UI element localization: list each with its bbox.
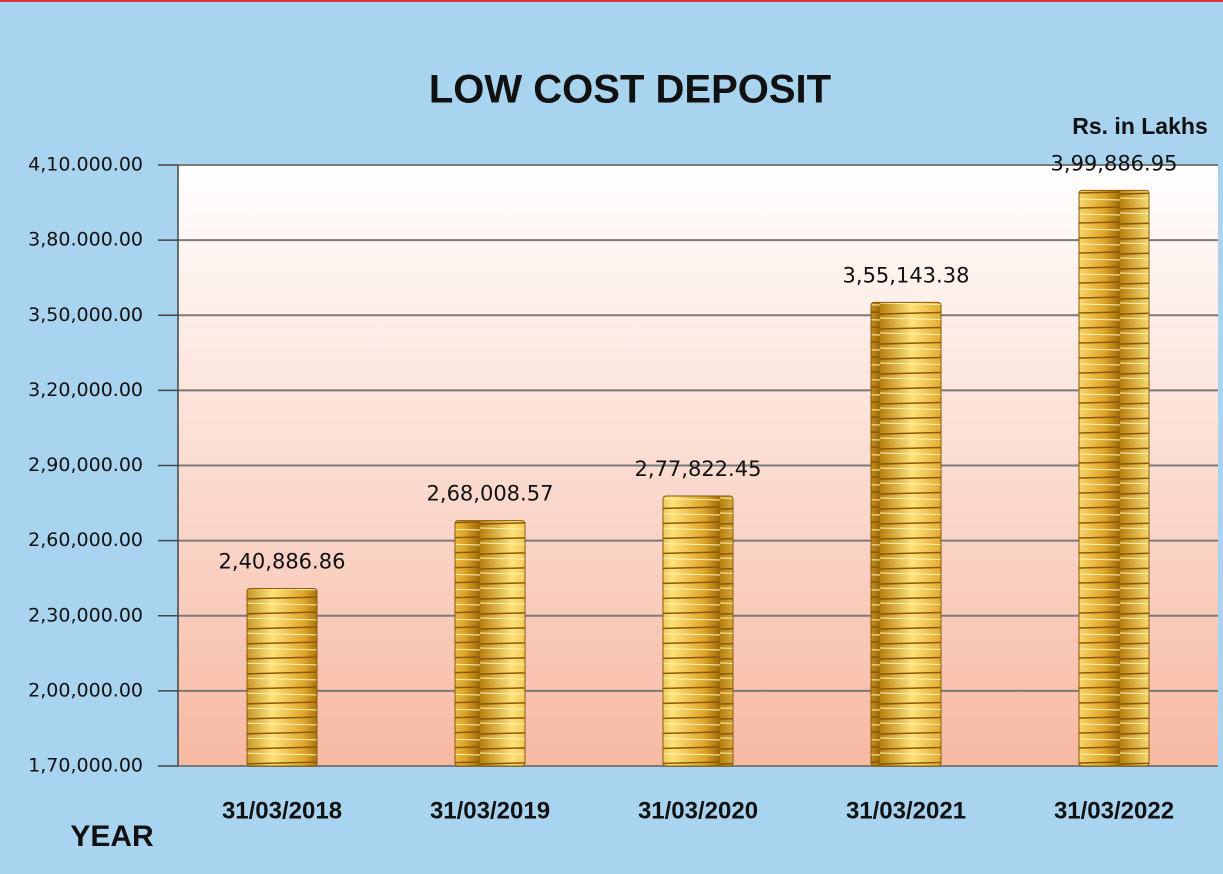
y-tick-label: 3,20,000.00: [28, 379, 143, 401]
bar: [871, 302, 941, 766]
chart-title: LOW COST DEPOSIT: [429, 68, 831, 112]
y-tick-label: 3,80.000.00: [28, 229, 143, 251]
y-tick-label: 2,30,000.00: [28, 604, 143, 626]
chart: LOW COST DEPOSIT Rs. in Lakhs YEAR 1,70,…: [0, 0, 1223, 874]
bar: [663, 496, 733, 766]
value-label: 3,99,886.95: [1051, 151, 1178, 175]
bar: [247, 588, 317, 766]
y-tick-label: 2,90,000.00: [28, 454, 143, 476]
x-tick-label: 31/03/2022: [1054, 797, 1174, 824]
y-tick-label: 1,70,000.00: [28, 755, 143, 777]
x-axis-label: YEAR: [70, 820, 154, 853]
x-tick-label: 31/03/2019: [430, 797, 550, 824]
value-label: 2,40,886.86: [219, 549, 346, 573]
value-label: 2,77,822.45: [635, 457, 762, 481]
y-tick-label: 4,10.000.00: [28, 154, 143, 176]
bar: [1079, 190, 1149, 766]
y-tick-label: 2,00,000.00: [28, 679, 143, 701]
x-tick-label: 31/03/2020: [638, 797, 758, 824]
value-label: 2,68,008.57: [427, 482, 554, 506]
x-tick-label: 31/03/2018: [222, 797, 342, 824]
x-tick-label: 31/03/2021: [846, 797, 966, 824]
unit-label: Rs. in Lakhs: [1072, 113, 1207, 139]
bar: [455, 521, 525, 766]
y-tick-label: 2,60,000.00: [28, 529, 143, 551]
y-tick-label: 3,50,000.00: [28, 304, 143, 326]
value-label: 3,55,143.38: [843, 263, 970, 287]
